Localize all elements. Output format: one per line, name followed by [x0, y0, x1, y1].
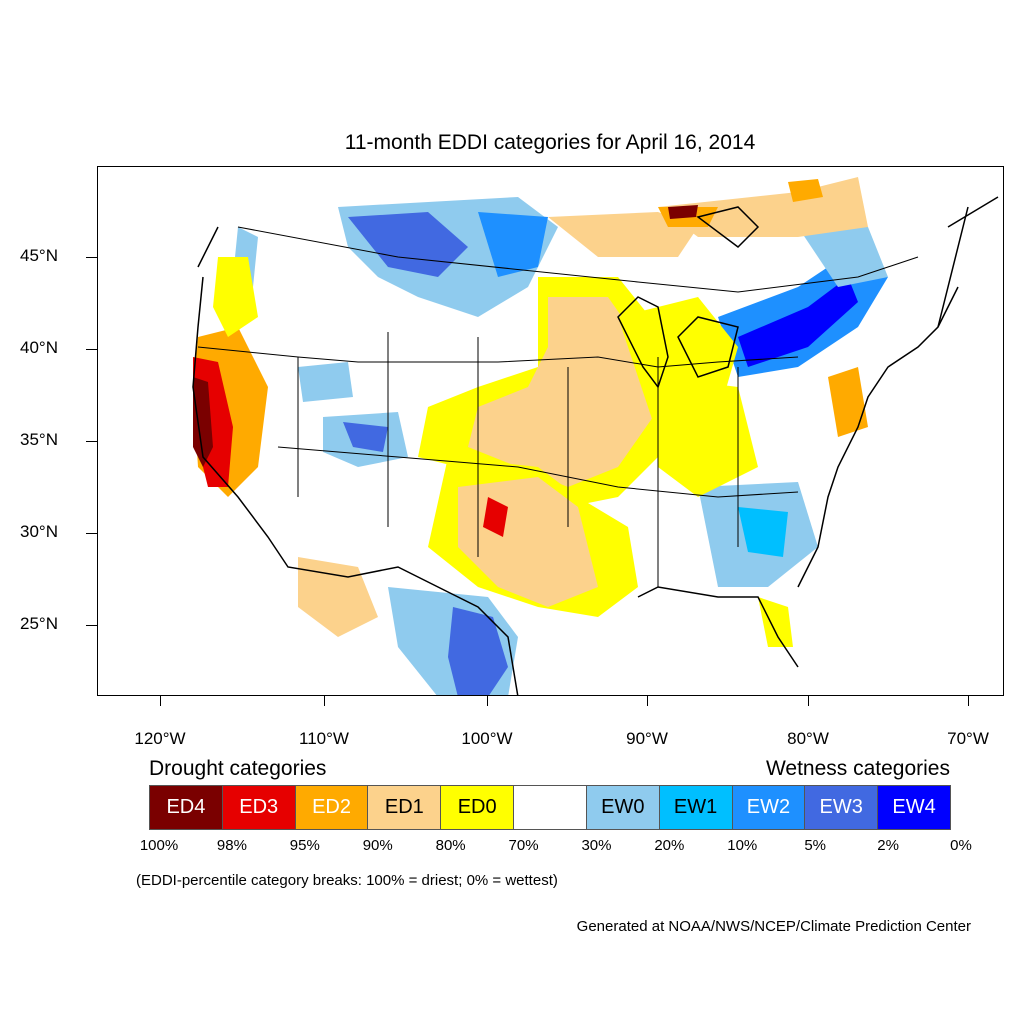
legend-swatch: ED4: [150, 786, 223, 829]
percentile-label: 90%: [362, 837, 393, 854]
legend-swatch: EW2: [732, 786, 806, 829]
legend-swatch: ED0: [441, 786, 515, 829]
wetness-heading: Wetness categories: [765, 757, 950, 780]
x-tick-label: 90°W: [626, 729, 668, 748]
y-tick-mark: [86, 349, 97, 350]
legend-swatch: EW1: [659, 786, 733, 829]
legend-swatch: EW0: [586, 786, 660, 829]
percentile-label: 98%: [216, 837, 247, 854]
x-tick-mark: [968, 696, 969, 706]
x-tick-mark: [808, 696, 809, 706]
x-tick-mark: [324, 696, 325, 706]
boundary-lines: [192, 196, 999, 695]
y-tick-label: 30°N: [20, 522, 58, 541]
legend-swatch: [514, 786, 587, 829]
y-tick-label: 40°N: [20, 338, 58, 357]
x-tick-label: 110°W: [299, 729, 349, 748]
percentile-label: 20%: [654, 837, 685, 854]
percentile-label: 30%: [581, 837, 612, 854]
x-tick-mark: [160, 696, 161, 706]
y-tick-label: 25°N: [20, 614, 58, 633]
legend-swatch: EW4: [878, 786, 950, 829]
legend-swatch: ED2: [295, 786, 369, 829]
category-legend: ED4 ED3 ED2 ED1 ED0 EW0 EW1 EW2 EW3 EW4: [149, 785, 951, 830]
drought-regions: [193, 177, 868, 647]
legend-swatch: ED3: [222, 786, 296, 829]
drought-heading: Drought categories: [149, 757, 327, 780]
y-tick-mark: [86, 257, 97, 258]
x-tick-mark: [647, 696, 648, 706]
percentile-label: 70%: [508, 837, 539, 854]
y-tick-label: 45°N: [20, 246, 58, 265]
percentile-label: 95%: [289, 837, 320, 854]
y-tick-label: 35°N: [20, 430, 58, 449]
x-tick-label: 120°W: [134, 729, 186, 748]
percentile-label: 80%: [435, 837, 466, 854]
eddi-map: [97, 166, 1004, 696]
x-tick-label: 100°W: [461, 729, 513, 748]
credit-text: Generated at NOAA/NWS/NCEP/Climate Predi…: [576, 918, 971, 935]
percentile-label: 0%: [950, 837, 972, 854]
x-tick-label: 70°W: [947, 729, 989, 748]
legend-swatch: ED1: [368, 786, 442, 829]
percentile-label: 2%: [877, 837, 899, 854]
percentile-label: 10%: [727, 837, 758, 854]
category-note: (EDDI-percentile category breaks: 100% =…: [136, 872, 558, 889]
y-tick-mark: [86, 441, 97, 442]
percentile-label: 100%: [139, 837, 179, 854]
eddi-map-canvas: [192, 177, 999, 695]
y-tick-mark: [86, 533, 97, 534]
y-tick-mark: [86, 625, 97, 626]
legend-swatch: EW3: [805, 786, 879, 829]
x-tick-mark: [487, 696, 488, 706]
percentile-label: 5%: [804, 837, 827, 854]
map-title: 11-month EDDI categories for April 16, 2…: [344, 131, 756, 154]
x-tick-label: 80°W: [787, 729, 829, 748]
